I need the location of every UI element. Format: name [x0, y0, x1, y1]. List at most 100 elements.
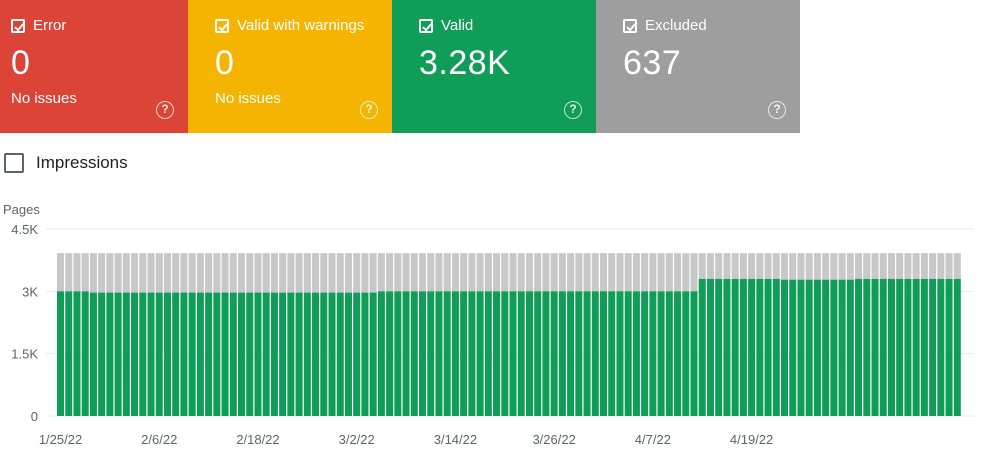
- bar-excluded: [739, 253, 747, 279]
- bar-valid: [361, 292, 369, 416]
- impressions-toggle[interactable]: Impressions: [4, 153, 128, 173]
- bar-excluded: [336, 253, 344, 293]
- bar-valid: [904, 278, 912, 416]
- bar-excluded: [920, 253, 928, 279]
- bar-excluded: [287, 253, 295, 293]
- bar-excluded: [855, 253, 863, 279]
- tile-error[interactable]: Error 0 No issues ?: [0, 0, 188, 133]
- bar-valid: [920, 278, 928, 416]
- bar-valid: [937, 278, 945, 416]
- bar-valid: [262, 292, 270, 416]
- bar-valid: [822, 279, 830, 416]
- bar-excluded: [89, 253, 97, 293]
- tile-error-header: Error: [11, 17, 66, 34]
- bar-valid: [172, 292, 180, 416]
- bar-excluded: [493, 253, 501, 292]
- bar-excluded: [871, 253, 879, 279]
- bar-excluded: [525, 253, 533, 292]
- bar-valid: [484, 291, 492, 416]
- bar-excluded: [312, 253, 320, 293]
- bar-valid: [386, 291, 394, 416]
- checkbox-icon[interactable]: [623, 18, 637, 33]
- bar-valid: [682, 291, 690, 416]
- help-icon[interactable]: ?: [360, 101, 378, 119]
- tile-value: 3.28K: [419, 44, 511, 82]
- bar-excluded: [838, 253, 846, 280]
- bar-excluded: [344, 253, 352, 293]
- checkbox-icon[interactable]: [11, 18, 25, 33]
- bar-excluded: [813, 253, 821, 280]
- bar-valid: [344, 292, 352, 416]
- bar-valid: [674, 291, 682, 416]
- bar-valid: [336, 292, 344, 416]
- bar-excluded: [904, 253, 912, 279]
- bar-valid: [196, 292, 204, 416]
- bar-valid: [756, 278, 764, 416]
- tile-label: Error: [33, 17, 67, 34]
- checkbox-icon[interactable]: [215, 18, 229, 33]
- bar-valid: [879, 278, 887, 416]
- bar-valid: [89, 292, 97, 416]
- bar-valid: [493, 291, 501, 416]
- bar-excluded: [665, 253, 673, 292]
- bar-valid: [764, 278, 772, 416]
- bar-excluded: [879, 253, 887, 279]
- bar-excluded: [361, 253, 369, 293]
- impressions-checkbox[interactable]: [4, 153, 24, 173]
- bar-excluded: [789, 253, 797, 280]
- bar-valid: [320, 292, 328, 416]
- bar-valid: [649, 291, 657, 416]
- status-tiles: Error 0 No issues ? Valid with warnings …: [0, 0, 800, 133]
- help-icon[interactable]: ?: [768, 101, 786, 119]
- bar-excluded: [238, 253, 246, 293]
- bar-valid: [813, 279, 821, 416]
- bar-excluded: [583, 253, 591, 292]
- bar-excluded: [509, 253, 517, 292]
- bar-excluded: [229, 253, 237, 293]
- bar-excluded: [616, 253, 624, 292]
- help-icon[interactable]: ?: [564, 101, 582, 119]
- bar-excluded: [632, 253, 640, 292]
- bar-excluded: [180, 253, 188, 293]
- help-icon[interactable]: ?: [156, 101, 174, 119]
- bar-excluded: [937, 253, 945, 279]
- tile-label: Valid: [441, 17, 474, 34]
- bar-valid: [525, 291, 533, 416]
- bar-valid: [180, 292, 188, 416]
- checkbox-icon[interactable]: [419, 18, 433, 33]
- bar-valid: [641, 291, 649, 416]
- y-tick-label: 4.5K: [11, 222, 38, 237]
- bar-excluded: [386, 253, 394, 292]
- pages-chart: Pages 0 1.5K 3K 4.5K 1/25/22 2/6/22 2/18/22 3/2/…: [3, 202, 974, 447]
- bar-excluded: [641, 253, 649, 292]
- bar-excluded: [945, 253, 953, 279]
- bar-valid: [295, 292, 303, 416]
- bar-excluded: [328, 253, 336, 293]
- bar-excluded: [114, 253, 122, 293]
- tile-excluded[interactable]: Excluded 637 ?: [596, 0, 800, 133]
- bar-excluded: [558, 253, 566, 292]
- bar-valid: [912, 278, 920, 416]
- bar-excluded: [106, 253, 114, 293]
- x-tick-label: 4/7/22: [635, 432, 671, 447]
- bar-excluded: [213, 253, 221, 293]
- bar-excluded: [657, 253, 665, 292]
- bar-valid: [205, 292, 213, 416]
- bar-valid: [254, 292, 262, 416]
- bar-valid: [558, 291, 566, 416]
- x-tick-label: 2/6/22: [141, 432, 177, 447]
- bar-valid: [723, 278, 731, 416]
- bar-valid: [731, 278, 739, 416]
- bar-valid: [789, 279, 797, 416]
- bar-excluded: [246, 253, 254, 293]
- bar-valid: [122, 292, 130, 416]
- tile-valid[interactable]: Valid 3.28K ?: [392, 0, 596, 133]
- x-tick-label: 3/2/22: [339, 432, 375, 447]
- tile-valid-with-warnings[interactable]: Valid with warnings 0 No issues ?: [188, 0, 392, 133]
- bar-excluded: [353, 253, 361, 293]
- bar-valid: [929, 278, 937, 416]
- bar-excluded: [542, 253, 550, 292]
- bar-valid: [139, 292, 147, 416]
- tile-subtitle: No issues: [215, 90, 281, 107]
- tile-warnings-header: Valid with warnings: [215, 17, 364, 34]
